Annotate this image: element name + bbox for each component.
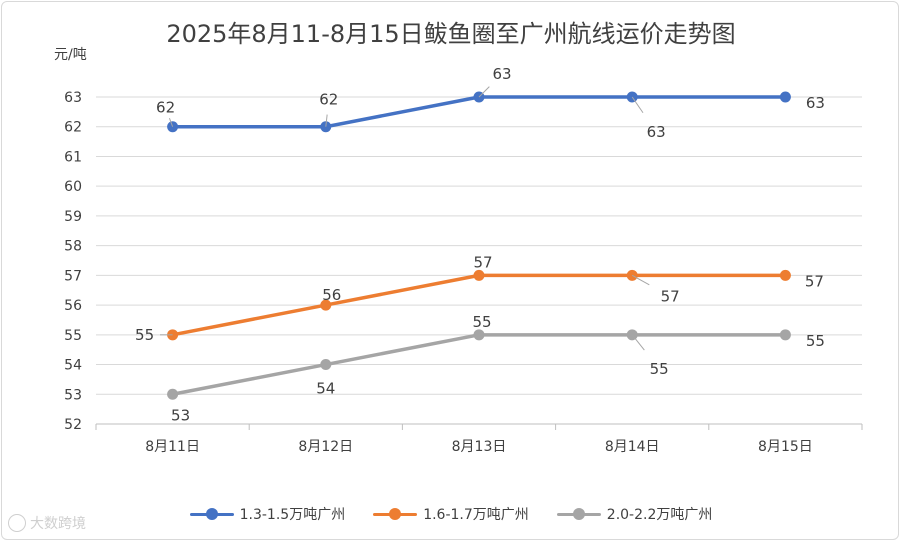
data-label: 55 [472, 313, 491, 331]
legend-swatch [189, 507, 234, 521]
x-tick-label: 8月13日 [452, 439, 507, 455]
data-label: 57 [473, 253, 492, 271]
chart-title: 2025年8月11-8月15日鲅鱼圈至广州航线运价走势图 [166, 20, 736, 48]
data-point [779, 269, 791, 281]
data-label: 62 [156, 99, 175, 117]
legend-label: 2.0-2.2万吨广州 [606, 507, 713, 523]
y-tick-label: 63 [64, 90, 82, 106]
legend-item: 1.3-1.5万吨广州 [189, 504, 346, 524]
data-label: 63 [647, 123, 666, 141]
x-tick-label: 8月14日 [605, 439, 660, 455]
y-tick-label: 54 [64, 358, 82, 374]
data-point [167, 388, 179, 400]
legend-swatch [556, 507, 601, 521]
y-tick-label: 53 [64, 387, 82, 403]
legend-item: 2.0-2.2万吨广州 [556, 504, 713, 524]
y-tick-label: 55 [64, 328, 82, 344]
x-tick-label: 8月15日 [758, 439, 813, 455]
leader-line [478, 86, 490, 98]
y-tick-label: 59 [64, 209, 82, 225]
y-tick-label: 52 [64, 417, 82, 433]
data-point [779, 91, 791, 103]
data-label: 63 [492, 65, 511, 83]
y-tick-label: 56 [64, 298, 82, 314]
legend: 1.3-1.5万吨广州 1.6-1.7万吨广州 2.0-2.2万吨广州 [0, 503, 902, 525]
leader-line [325, 114, 328, 127]
y-tick-labels: 52 53 54 55 56 57 58 59 60 61 62 63 [64, 90, 82, 433]
x-tick-labels: 8月11日 8月12日 8月13日 8月14日 8月15日 [145, 439, 813, 455]
leader-line [631, 274, 650, 286]
data-label: 55 [806, 332, 825, 350]
y-tick-label: 61 [64, 149, 82, 165]
watermark: 大数跨境 [8, 513, 86, 533]
data-label: 57 [805, 272, 824, 290]
data-point [473, 269, 485, 281]
data-label: 54 [316, 380, 335, 398]
y-tick-label: 60 [64, 179, 82, 195]
watermark-text: 大数跨境 [30, 516, 86, 532]
legend-item: 1.6-1.7万吨广州 [373, 504, 529, 524]
x-tick-label: 8月12日 [298, 439, 353, 455]
y-tick-label: 62 [64, 120, 82, 136]
legend-label: 1.3-1.5万吨广州 [239, 507, 346, 523]
data-labels-layer: 62 62 63 63 63 55 56 57 57 57 53 54 55 55 55 [135, 65, 825, 424]
legend-label: 1.6-1.7万吨广州 [423, 507, 529, 523]
data-label: 57 [661, 287, 680, 305]
watermark-logo-icon [8, 514, 26, 532]
legend-swatch [373, 507, 418, 521]
data-label: 53 [171, 406, 190, 424]
leader-line [631, 96, 644, 114]
data-label: 55 [135, 326, 154, 344]
data-point [779, 329, 791, 341]
data-label: 63 [806, 94, 825, 112]
y-axis-unit-label: 元/吨 [54, 47, 87, 63]
data-point [320, 359, 332, 371]
data-point [320, 299, 332, 311]
leader-line [168, 118, 174, 127]
x-tick-label: 8月11日 [145, 439, 200, 455]
leader-line [631, 334, 645, 351]
data-label: 55 [650, 360, 669, 378]
data-point [473, 329, 485, 341]
y-tick-label: 58 [64, 239, 82, 255]
data-label: 56 [322, 286, 341, 304]
data-label: 62 [319, 91, 338, 109]
y-tick-label: 57 [64, 268, 82, 284]
